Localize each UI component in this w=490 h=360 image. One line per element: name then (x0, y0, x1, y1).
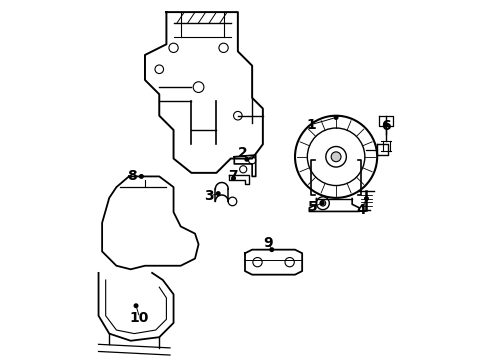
Circle shape (317, 197, 329, 210)
Circle shape (217, 192, 220, 195)
Circle shape (331, 152, 341, 162)
Circle shape (334, 116, 338, 119)
Circle shape (320, 202, 324, 205)
Text: 8: 8 (127, 170, 137, 184)
Text: 9: 9 (264, 235, 273, 249)
Text: 3: 3 (204, 189, 214, 203)
Text: 4: 4 (356, 203, 366, 217)
Text: 7: 7 (228, 170, 237, 184)
Circle shape (245, 157, 248, 161)
Circle shape (326, 147, 346, 167)
Circle shape (365, 197, 368, 201)
Text: 2: 2 (238, 146, 248, 160)
Circle shape (232, 176, 235, 180)
Text: 6: 6 (381, 120, 391, 134)
Circle shape (134, 304, 138, 307)
Text: 5: 5 (308, 200, 318, 214)
Text: 1: 1 (306, 118, 316, 132)
Circle shape (270, 248, 273, 251)
Circle shape (320, 201, 326, 206)
Circle shape (384, 123, 388, 126)
Text: 10: 10 (130, 311, 149, 324)
Circle shape (140, 175, 143, 178)
